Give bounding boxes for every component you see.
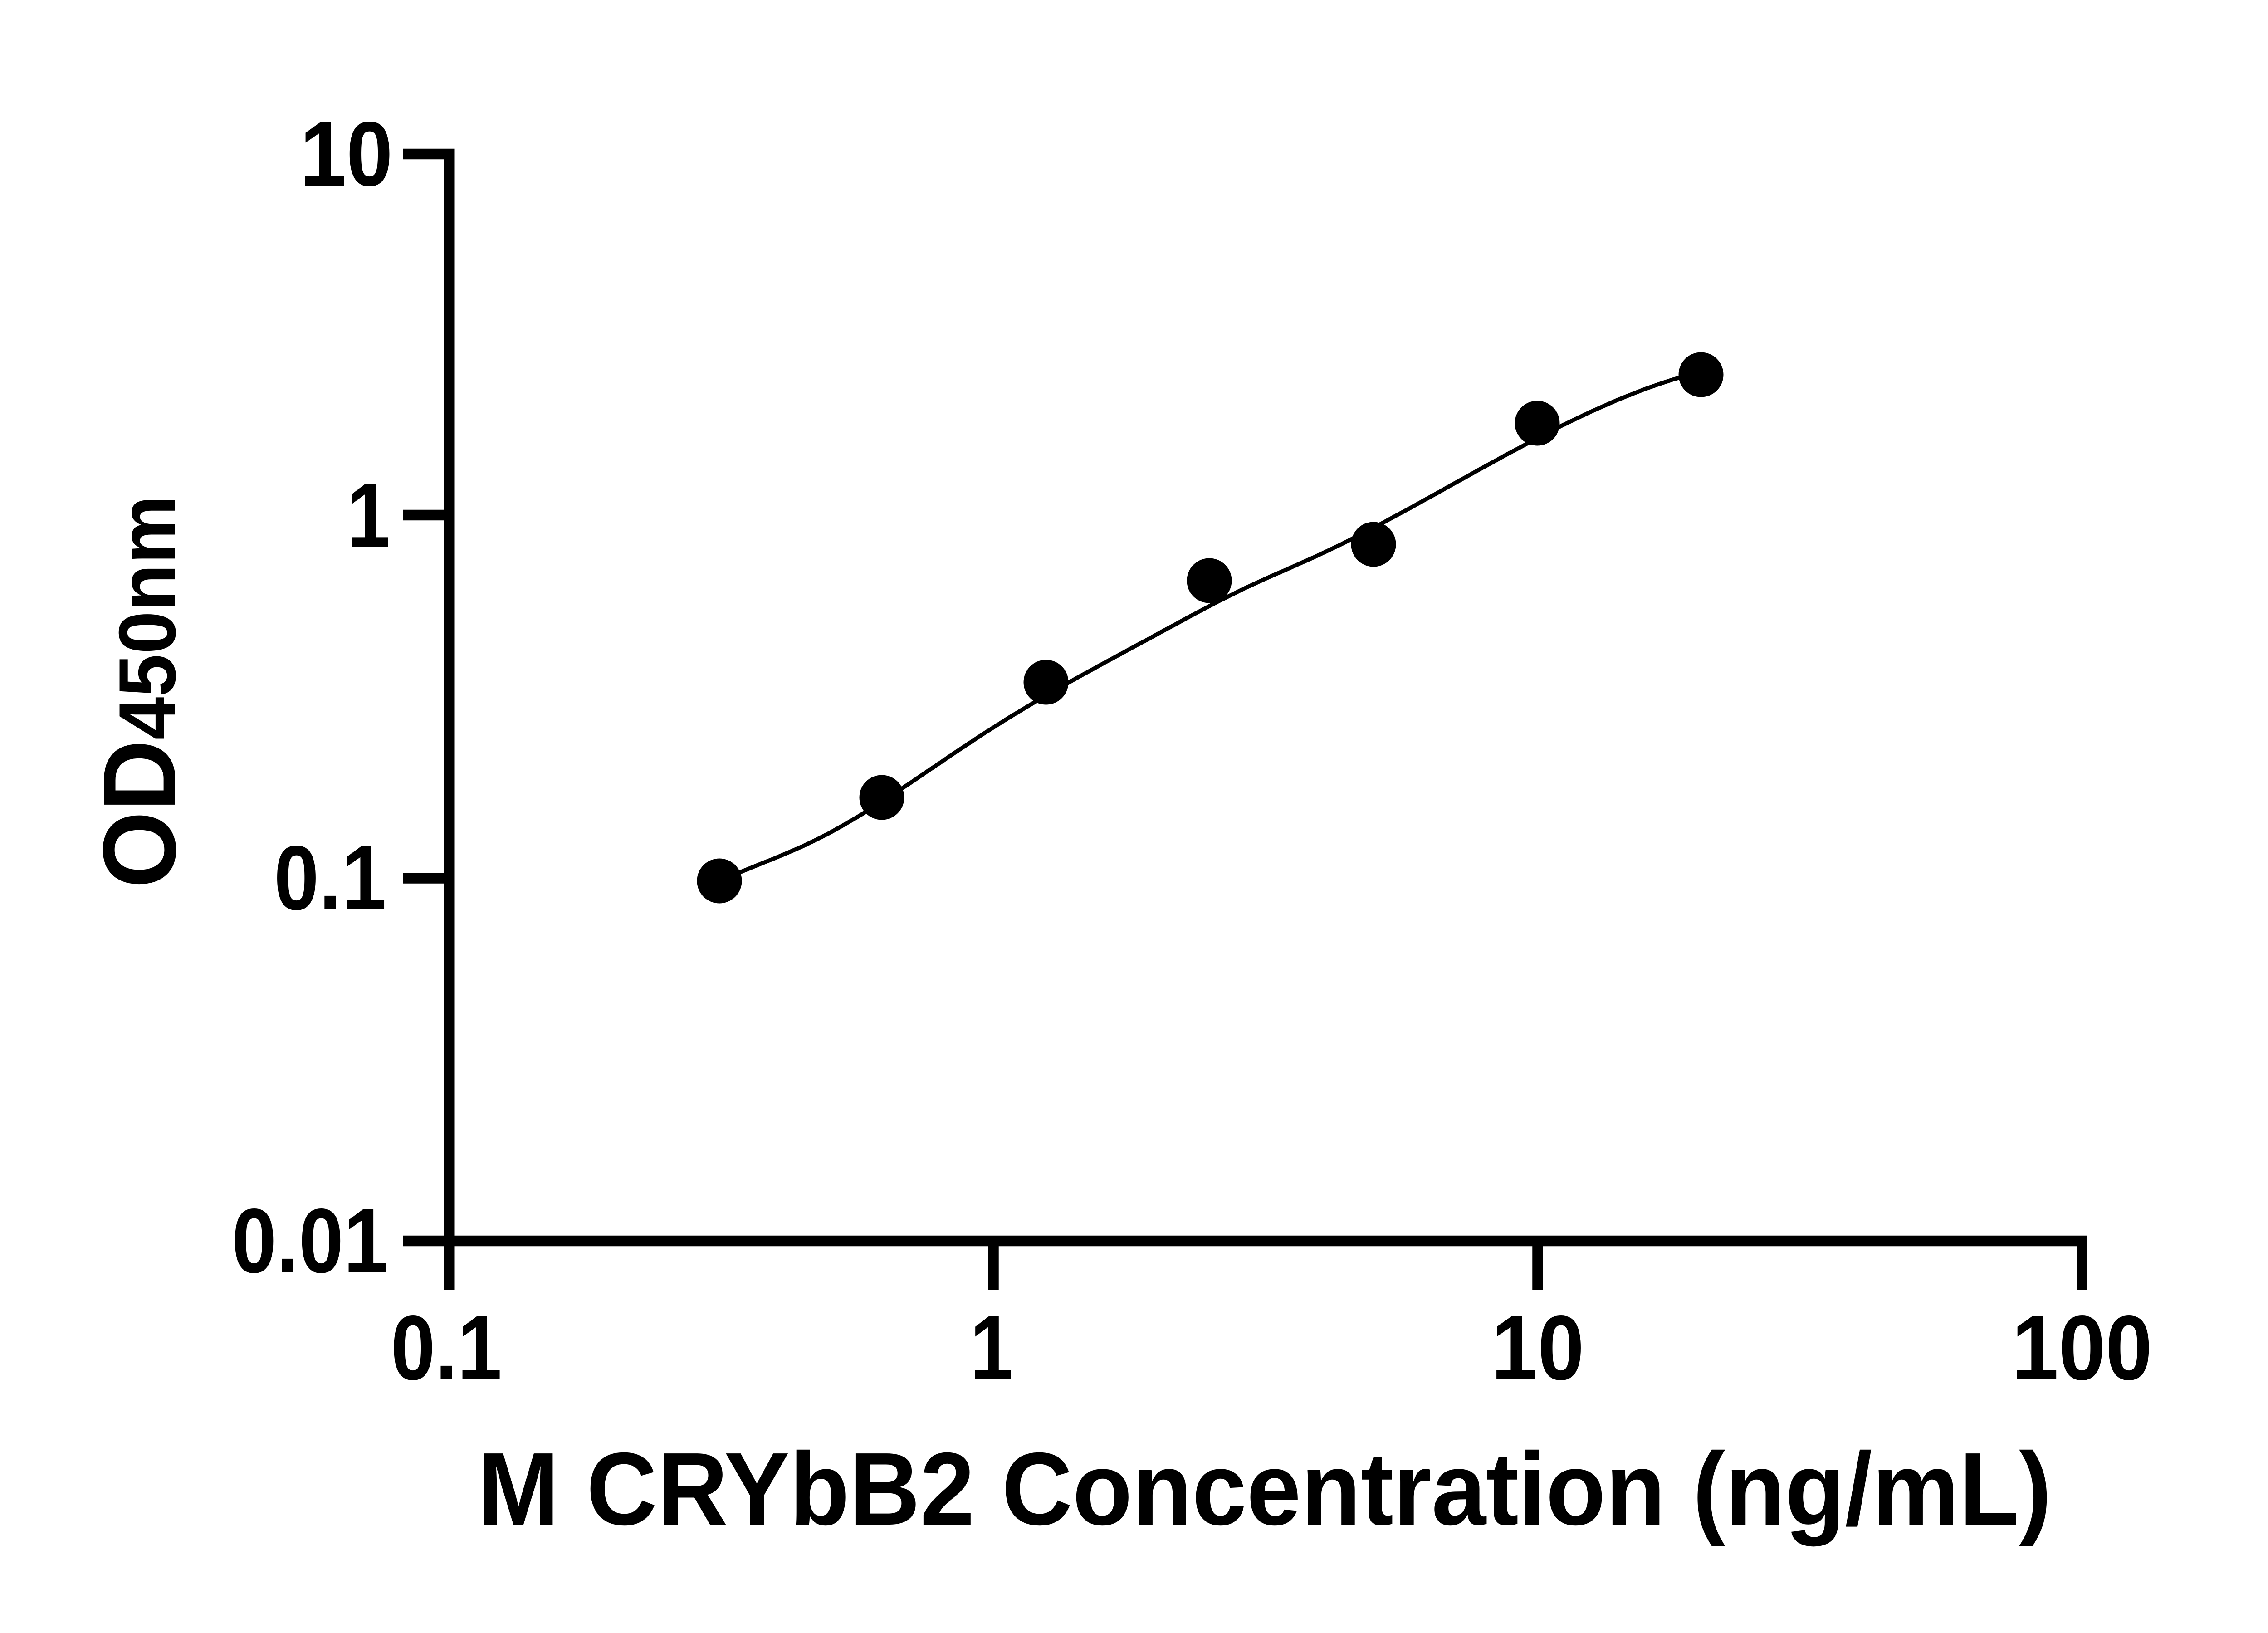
svg-text:1: 1	[970, 1296, 1013, 1399]
svg-text:M CRYbB2 Concentration (ng/mL): M CRYbB2 Concentration (ng/mL)	[478, 1432, 2052, 1547]
svg-text:OD450nm: OD450nm	[82, 495, 198, 888]
svg-text:1: 1	[347, 464, 390, 566]
svg-text:0.1: 0.1	[274, 826, 386, 929]
svg-text:0.1: 0.1	[391, 1296, 502, 1399]
svg-text:0.01: 0.01	[232, 1189, 388, 1292]
svg-text:10: 10	[300, 103, 393, 205]
svg-text:10: 10	[1491, 1296, 1584, 1399]
svg-text:100: 100	[2012, 1296, 2152, 1399]
